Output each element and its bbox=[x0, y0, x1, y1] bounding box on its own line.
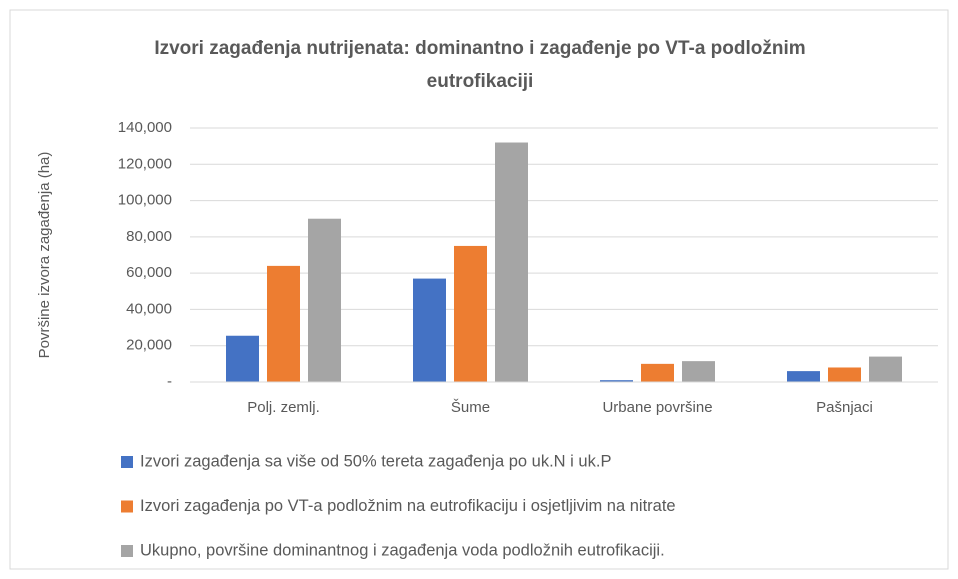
bar bbox=[308, 218, 341, 382]
y-axis-label: Površine izvora zagađenja (ha) bbox=[36, 152, 53, 359]
y-tick-label: 100,000 bbox=[118, 192, 172, 209]
x-tick-label: Urbane površine bbox=[602, 399, 712, 416]
bar bbox=[267, 265, 300, 382]
y-tick-label: 140,000 bbox=[118, 119, 172, 136]
legend-label: Izvori zagađenja po VT-a podložnim na eu… bbox=[140, 497, 676, 515]
bar bbox=[682, 361, 715, 382]
legend-swatch bbox=[121, 500, 133, 513]
bar bbox=[454, 245, 487, 382]
y-tick-label: 60,000 bbox=[126, 264, 172, 281]
legend-swatch bbox=[121, 545, 133, 557]
y-tick-label: 80,000 bbox=[126, 228, 172, 245]
bar bbox=[600, 380, 633, 382]
legend-swatch bbox=[121, 456, 133, 468]
bar bbox=[413, 278, 446, 382]
x-tick-label: Šume bbox=[451, 399, 490, 416]
y-tick-label: - bbox=[167, 373, 172, 390]
bar bbox=[641, 363, 674, 382]
y-tick-label: 20,000 bbox=[126, 337, 172, 354]
legend-label: Ukupno, površine dominantnog i zagađenja… bbox=[140, 541, 665, 559]
chart-title: Izvori zagađenja nutrijenata: dominantno… bbox=[154, 38, 806, 92]
legend-label: Izvori zagađenja sa više od 50% tereta z… bbox=[140, 452, 611, 470]
bar bbox=[495, 142, 528, 382]
x-tick-label: Polj. zemlj. bbox=[247, 399, 320, 416]
bar bbox=[869, 356, 902, 382]
y-tick-label: 40,000 bbox=[126, 300, 172, 317]
y-tick-label: 120,000 bbox=[118, 155, 172, 172]
bar bbox=[828, 367, 861, 382]
x-tick-label: Pašnjaci bbox=[816, 399, 873, 416]
bar bbox=[226, 335, 259, 382]
bar bbox=[787, 371, 820, 382]
